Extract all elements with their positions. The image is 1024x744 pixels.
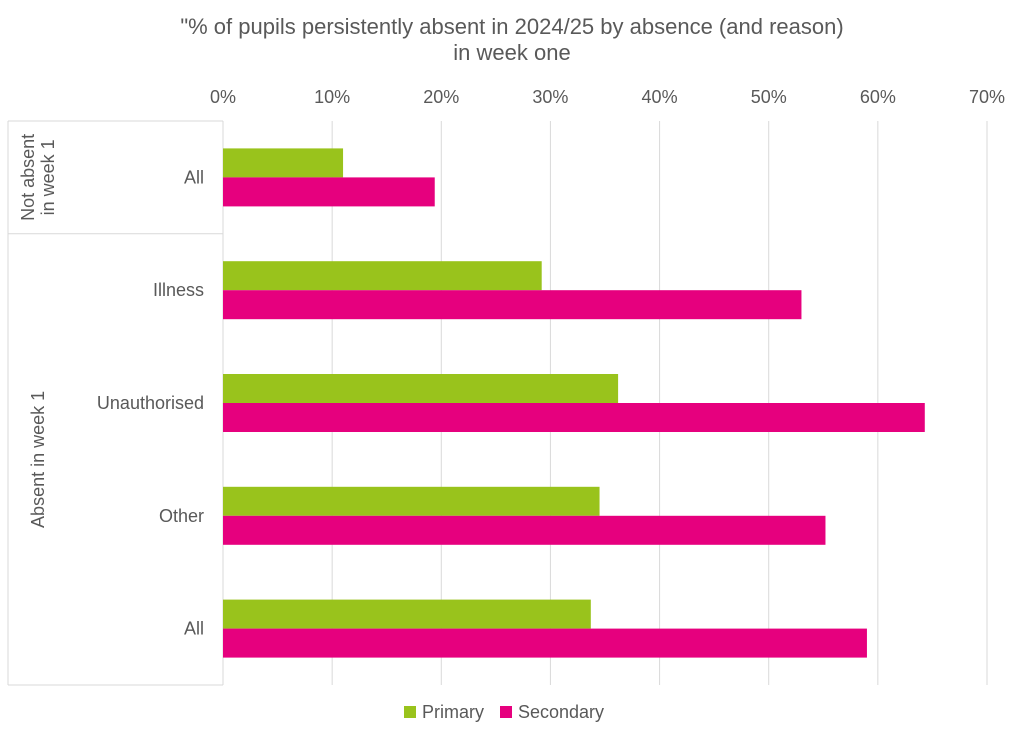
legend-swatch-primary [404,706,416,718]
bar-primary [223,261,542,291]
category-label: All [184,619,204,639]
category-label: Other [159,506,204,526]
bar-secondary [223,290,802,320]
bar-secondary [223,403,925,432]
group-label: Not absent [18,134,38,221]
x-tick-label: 30% [532,87,568,107]
bar-secondary [223,515,826,545]
x-tick-label: 0% [210,87,236,107]
group-label: in week 1 [38,139,58,215]
bars [223,148,925,658]
group-label: Absent in week 1 [28,391,48,528]
category-label: Illness [153,280,204,300]
x-tick-label: 20% [423,87,459,107]
legend: Primary Secondary [404,702,604,722]
legend-label-primary: Primary [422,702,484,722]
legend-label-secondary: Secondary [518,702,604,722]
bar-primary [223,599,591,629]
x-tick-label: 70% [969,87,1005,107]
x-tick-label: 10% [314,87,350,107]
legend-swatch-secondary [500,706,512,718]
group-labels: Not absent in week 1 Absent in week 1 [18,134,58,528]
bar-primary [223,486,600,516]
bar-secondary [223,177,435,207]
chart-title: "% of pupils persistently absent in 2024… [180,14,843,65]
category-label: All [184,167,204,187]
chart-title-line: "% of pupils persistently absent in 2024… [180,14,843,39]
x-axis-ticks: 0% 10% 20% 30% 40% 50% 60% 70% [210,87,1005,107]
bar-secondary [223,628,867,658]
bar-primary [223,374,619,403]
x-tick-label: 40% [642,87,678,107]
category-labels: All Illness Unauthorised Other All [97,167,204,638]
x-tick-label: 60% [860,87,896,107]
category-label: Unauthorised [97,393,204,413]
bar-primary [223,148,344,178]
x-tick-label: 50% [751,87,787,107]
chart-title-line: in week one [453,40,570,65]
